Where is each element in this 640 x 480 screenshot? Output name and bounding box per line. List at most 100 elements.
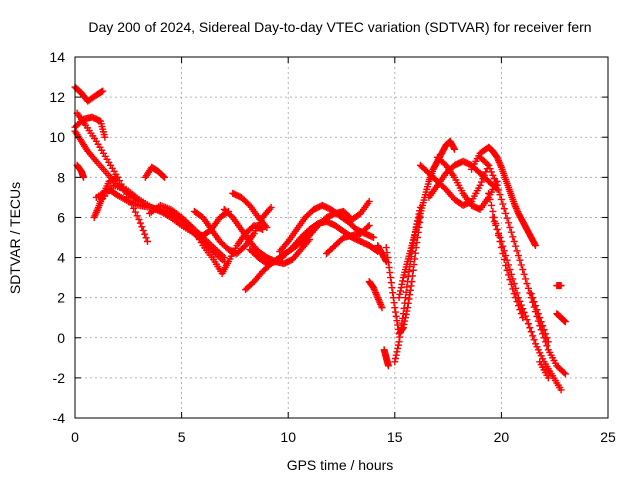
x-tick-labels: 0 5 10 15 20 25 — [71, 429, 616, 445]
data-point — [557, 386, 565, 394]
data-point — [401, 294, 409, 302]
x-tick-label: 0 — [71, 429, 79, 445]
data-point — [395, 338, 403, 346]
data-point — [493, 181, 501, 189]
data-point — [364, 223, 372, 231]
data-point — [396, 328, 404, 336]
data-point — [489, 207, 497, 215]
series-track-36 — [553, 310, 569, 326]
data-point — [389, 289, 397, 297]
data-point — [399, 314, 407, 322]
data-point — [499, 200, 507, 208]
data-point — [365, 197, 373, 205]
data-point — [114, 173, 122, 181]
data-point — [517, 261, 525, 269]
data-point — [524, 320, 532, 328]
data-point — [407, 282, 415, 290]
data-point — [506, 266, 514, 274]
data-point — [536, 314, 544, 322]
data-point — [502, 209, 510, 217]
data-point — [450, 145, 458, 153]
data-point — [483, 160, 491, 168]
data-point — [512, 242, 520, 250]
data-point — [529, 332, 537, 340]
data-point — [539, 322, 547, 330]
data-point — [499, 242, 507, 250]
series-track-26 — [416, 161, 493, 209]
data-point — [388, 284, 396, 292]
data-point — [497, 238, 505, 246]
data-point — [522, 312, 530, 320]
data-point — [159, 172, 167, 180]
y-tick-label: 10 — [49, 129, 65, 145]
data-point — [384, 362, 392, 370]
data-point — [390, 299, 398, 307]
data-point — [133, 212, 141, 220]
data-point — [387, 279, 395, 287]
data-point — [385, 264, 393, 272]
data-point — [532, 242, 540, 250]
data-point — [500, 205, 508, 213]
data-point — [369, 234, 377, 241]
y-tick-label: 2 — [57, 290, 65, 306]
data-point — [263, 223, 271, 231]
data-point — [503, 214, 511, 222]
y-axis-label: SDTVAR / TECUs — [7, 182, 23, 294]
data-point — [560, 369, 568, 377]
data-point — [520, 308, 528, 316]
data-point — [530, 336, 538, 344]
y-tick-label: 0 — [57, 330, 65, 346]
data-point — [496, 234, 504, 241]
data-point — [398, 319, 406, 327]
data-point — [399, 325, 407, 333]
data-point — [411, 255, 419, 263]
data-point — [510, 280, 518, 288]
series-track-22 — [380, 346, 392, 370]
data-point — [526, 324, 534, 332]
data-point — [487, 201, 495, 209]
data-point — [391, 358, 399, 366]
data-point — [507, 270, 515, 278]
series-track-18 — [297, 197, 373, 250]
data-point — [378, 304, 386, 312]
series-track-19 — [323, 221, 373, 258]
data-point — [402, 288, 410, 296]
axis-ticks — [74, 56, 609, 419]
data-point — [514, 252, 522, 260]
data-point — [267, 203, 275, 211]
data-point — [557, 282, 565, 290]
series-track-33 — [527, 290, 552, 346]
data-point — [396, 290, 404, 298]
data-point — [394, 341, 402, 349]
data-point — [561, 318, 569, 326]
series-track-34 — [536, 358, 552, 382]
data-point — [540, 326, 548, 334]
data-point — [489, 171, 497, 179]
data-point — [394, 344, 402, 352]
data-point — [143, 238, 151, 246]
x-tick-label: 20 — [494, 429, 510, 445]
data-point — [492, 178, 500, 186]
data-point — [509, 233, 517, 241]
data-point — [387, 274, 395, 282]
data-point — [161, 173, 169, 181]
data-point — [391, 304, 399, 312]
data-point — [394, 321, 402, 329]
data-point — [478, 178, 486, 186]
data-point — [533, 306, 541, 314]
data-point — [404, 273, 412, 281]
data-point — [142, 234, 150, 242]
data-point — [543, 334, 551, 342]
data-point — [485, 161, 493, 169]
data-point — [397, 324, 405, 332]
data-point — [516, 256, 524, 264]
data-point — [527, 328, 535, 336]
data-point — [514, 294, 522, 302]
data-point — [397, 284, 405, 292]
series-track-32 — [489, 213, 565, 394]
data-point — [405, 295, 413, 303]
data-point — [400, 304, 408, 312]
data-point — [527, 290, 535, 298]
data-point — [141, 230, 149, 238]
